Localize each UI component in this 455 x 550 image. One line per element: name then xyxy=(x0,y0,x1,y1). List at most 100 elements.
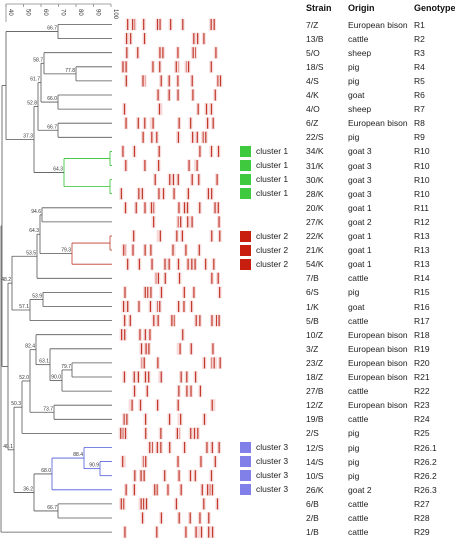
band xyxy=(205,131,207,143)
band xyxy=(151,131,153,143)
band xyxy=(160,512,163,524)
band xyxy=(187,61,190,73)
band xyxy=(127,258,129,270)
band-lane xyxy=(155,89,218,101)
band xyxy=(124,315,126,327)
band xyxy=(180,413,182,425)
band xyxy=(188,160,190,171)
strain-cell: 26/K xyxy=(306,484,324,495)
band xyxy=(125,160,127,171)
band xyxy=(145,456,147,468)
band xyxy=(177,258,180,270)
band xyxy=(122,61,124,73)
band xyxy=(167,484,169,496)
genotype-cell: R1 xyxy=(414,19,425,30)
band xyxy=(122,456,124,468)
cluster-label: cluster 1 xyxy=(256,174,289,185)
strain-cell: 21/K xyxy=(306,245,324,256)
band-lane xyxy=(151,215,221,228)
band xyxy=(132,244,134,256)
cluster-label: cluster 1 xyxy=(256,160,289,170)
band xyxy=(164,272,166,284)
band xyxy=(213,19,215,30)
band xyxy=(120,188,122,200)
origin-header: Origin xyxy=(348,3,375,13)
band xyxy=(121,329,123,341)
origin-cell: cattle xyxy=(348,513,369,523)
node-similarity-value: 63.1 xyxy=(39,359,49,365)
band-lane xyxy=(122,371,198,383)
band xyxy=(153,315,155,327)
band-lane xyxy=(122,103,214,116)
node-similarity-value: 50.3 xyxy=(11,401,21,407)
band xyxy=(189,512,191,524)
genotype-cell: R22 xyxy=(414,386,430,397)
genotype-cell: R9 xyxy=(414,132,425,143)
origin-cell: goat xyxy=(348,90,365,100)
cluster-swatch xyxy=(240,230,251,242)
band xyxy=(218,315,220,327)
strain-cell: 19/B xyxy=(306,414,324,425)
genotype-cell: R10 xyxy=(414,146,430,157)
genotype-cell: R14 xyxy=(414,273,430,284)
band xyxy=(122,145,124,157)
origin-cell: pig xyxy=(348,132,360,143)
strain-cell: 27/B xyxy=(306,386,324,397)
band xyxy=(178,202,180,214)
band xyxy=(160,75,162,87)
band xyxy=(202,131,204,143)
band xyxy=(143,33,146,45)
band xyxy=(197,103,199,115)
origin-cell: pig xyxy=(348,470,360,481)
band xyxy=(217,272,219,284)
band xyxy=(168,75,170,87)
band xyxy=(191,216,193,228)
strain-cell: 30/K xyxy=(306,174,324,185)
cluster-label: cluster 2 xyxy=(256,230,289,241)
node-similarity-value: 66.0 xyxy=(47,96,57,102)
origin-cell: goat xyxy=(348,301,365,312)
origin-cell: European bison xyxy=(348,357,408,368)
origin-cell: pig xyxy=(348,75,360,86)
band xyxy=(137,117,139,129)
band xyxy=(133,371,135,383)
strain-cell: 31/K xyxy=(306,160,324,171)
band-lane xyxy=(124,74,223,87)
band xyxy=(212,343,214,355)
band xyxy=(157,399,159,411)
band xyxy=(205,258,207,270)
cluster-swatch xyxy=(240,174,251,186)
origin-cell: goat 3 xyxy=(348,188,372,199)
band xyxy=(170,19,172,30)
band xyxy=(190,427,192,439)
band xyxy=(192,89,194,101)
band-lane xyxy=(119,497,220,510)
node-similarity-value: 53.5 xyxy=(26,250,36,256)
band xyxy=(125,33,128,45)
band xyxy=(203,33,205,45)
band xyxy=(144,413,147,425)
genotype-cell: R8 xyxy=(414,118,425,129)
band xyxy=(122,301,125,312)
cluster-label: cluster 2 xyxy=(256,244,289,255)
band xyxy=(140,343,143,355)
strain-cell: 3/Z xyxy=(306,343,319,354)
band xyxy=(145,498,148,510)
node-similarity-value: 66.7 xyxy=(47,505,57,511)
band xyxy=(123,413,125,425)
genotype-cell: R25 xyxy=(414,428,430,439)
band xyxy=(142,131,144,143)
origin-cell: pig xyxy=(348,287,360,298)
band xyxy=(160,427,162,439)
band xyxy=(189,470,192,482)
band-lane xyxy=(154,272,221,285)
node-similarity-value: 52.0 xyxy=(19,375,29,381)
band xyxy=(216,174,218,186)
band xyxy=(210,103,213,115)
band xyxy=(157,315,159,327)
band-lane xyxy=(140,356,223,369)
band xyxy=(177,89,179,101)
band xyxy=(135,202,137,214)
band-lane xyxy=(119,187,214,200)
